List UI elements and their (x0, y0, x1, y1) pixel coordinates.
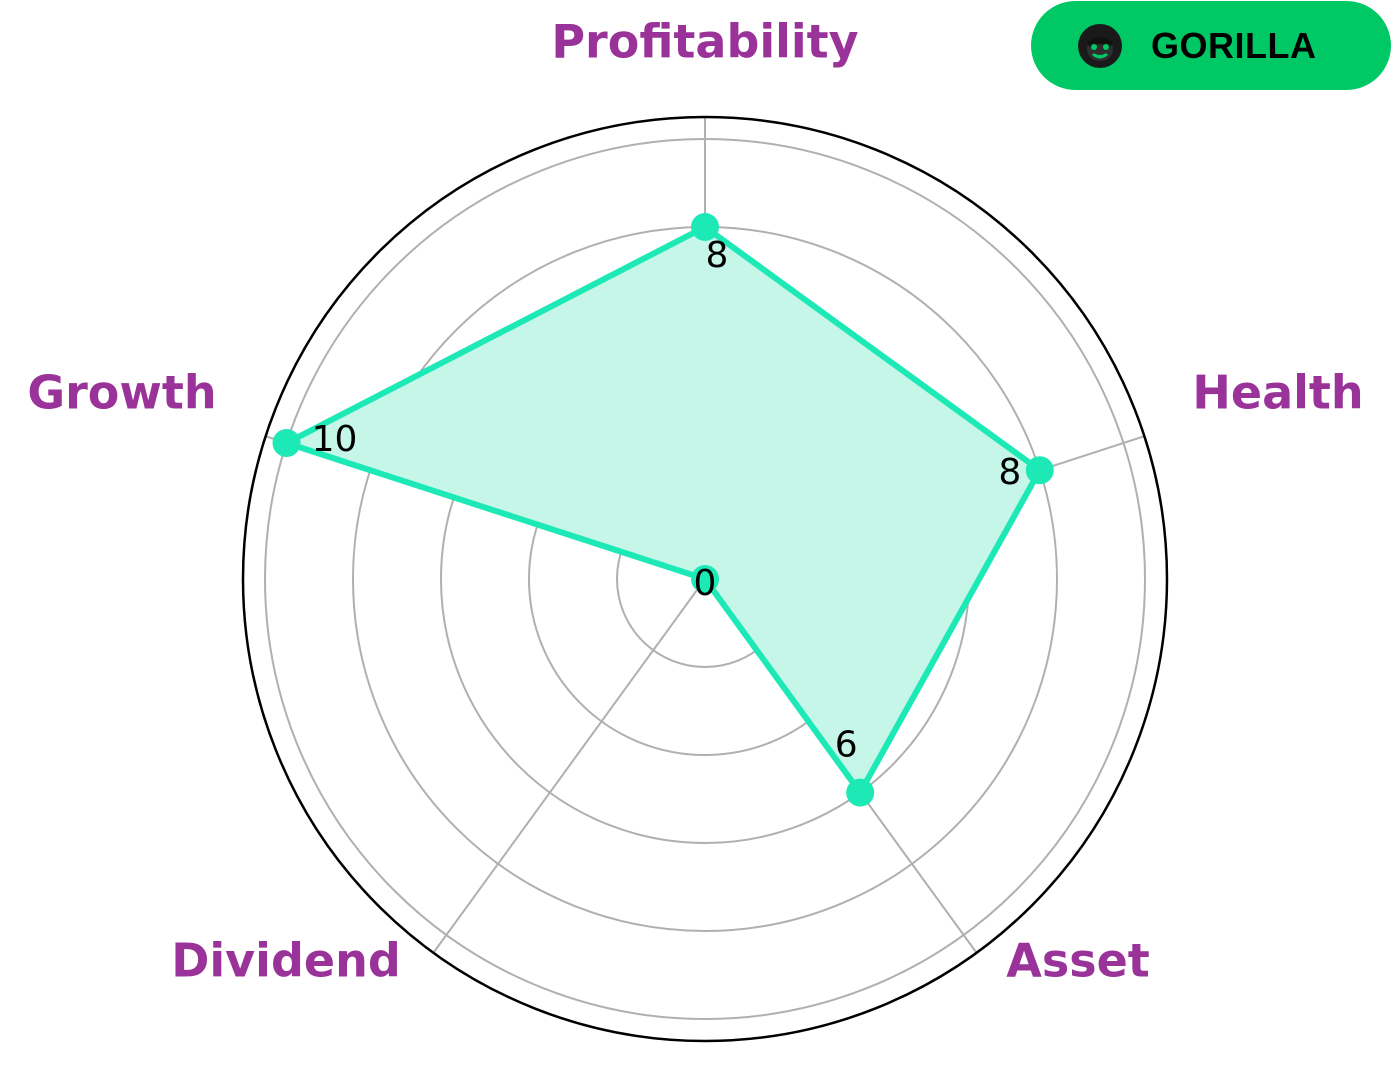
data-point-profitability (691, 213, 719, 241)
brand-name: GORILLA (1151, 25, 1317, 66)
gorilla-icon (1078, 24, 1122, 68)
outer-ring (241, 115, 1169, 1043)
series-area (286, 227, 1040, 793)
axis-label-dividend: Dividend (171, 934, 401, 988)
value-label-profitability: 8 (706, 235, 729, 276)
data-point-dividend (691, 565, 719, 593)
value-label-growth: 10 (312, 419, 358, 460)
data-point-health (1025, 456, 1054, 485)
brand-badge: GORILLA (1031, 1, 1391, 90)
value-label-dividend: 0 (694, 563, 717, 604)
data-point-asset (846, 778, 875, 807)
axis-label-growth: Growth (27, 366, 216, 420)
series-line (283, 224, 1043, 796)
axis-label-profitability: Profitability (551, 15, 858, 69)
data-point-growth (272, 429, 301, 458)
data-points (272, 213, 1054, 807)
axis-label-asset: Asset (1006, 934, 1150, 988)
axis-label-health: Health (1192, 366, 1363, 420)
value-labels: 8 8 6 0 10 (312, 235, 1022, 766)
axis-labels: Profitability Health Asset Dividend Growth (27, 15, 1363, 988)
value-label-health: 8 (998, 452, 1021, 493)
spoke-dividend (432, 578, 706, 954)
value-label-asset: 6 (835, 725, 858, 766)
